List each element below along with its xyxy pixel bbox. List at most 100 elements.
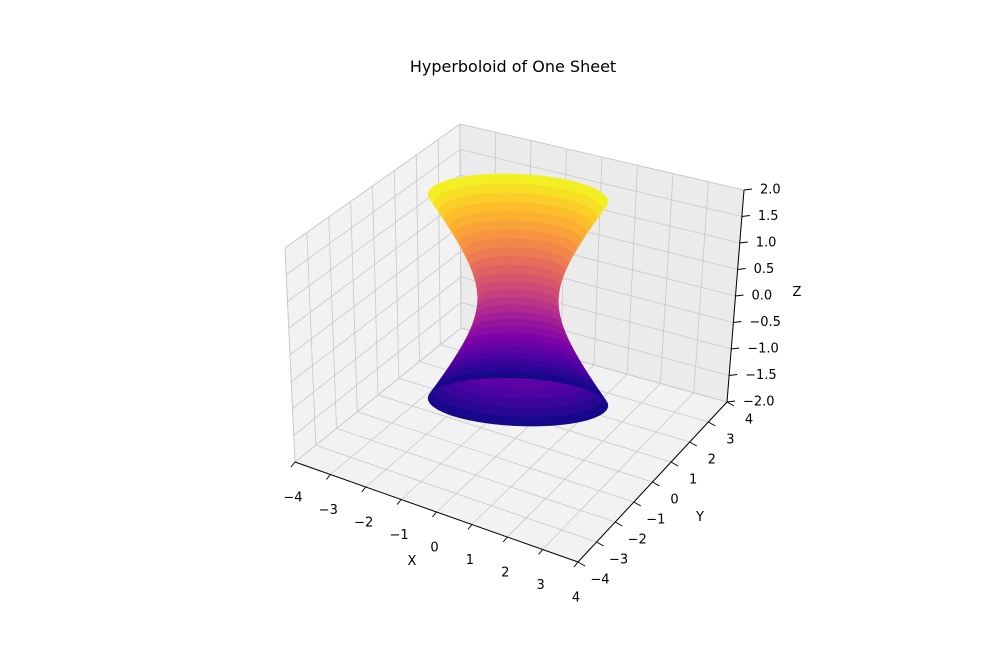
- surface-facet: [514, 388, 525, 399]
- z-gridline-right: [459, 123, 745, 191]
- surface-facet: [513, 304, 521, 313]
- surface-facet: [513, 264, 521, 274]
- z-gridline-left: [292, 276, 461, 409]
- surface-facet: [519, 247, 528, 257]
- x-axis-tick: [432, 511, 437, 518]
- surface-facet: [520, 211, 531, 222]
- surface-facet: [514, 288, 521, 298]
- z-axis-tick-label: 1.5: [758, 209, 779, 224]
- chart-title: Hyperboloid of One Sheet: [410, 57, 616, 76]
- surface-facet: [519, 255, 527, 266]
- z-axis-tick: [737, 268, 746, 270]
- surface-facet: [488, 182, 502, 194]
- y-axis-tick: [689, 441, 697, 447]
- surface-facet: [529, 202, 541, 214]
- surface-facet: [498, 289, 505, 298]
- surface-facet: [529, 290, 536, 299]
- surface-facet: [499, 182, 512, 193]
- z-gridline-left: [293, 302, 462, 436]
- surface-facet: [503, 288, 510, 298]
- y-axis-tick-label: −2: [628, 533, 647, 548]
- x-axis-tick-label: −3: [319, 503, 338, 518]
- z-axis-tick-label: −1.0: [747, 342, 779, 357]
- y-gridline-floor: [336, 428, 616, 523]
- surface-facet: [520, 358, 532, 367]
- surface-facet: [493, 396, 506, 407]
- surface-facet: [525, 416, 538, 427]
- z-gridline-left: [288, 200, 461, 329]
- hyperboloid-surface: [427, 173, 609, 427]
- y-axis-tick: [596, 541, 604, 547]
- surface-facet: [495, 386, 507, 398]
- z-axis-tick: [735, 294, 744, 297]
- x-axis-tick-label: 3: [536, 578, 544, 593]
- surface-facet: [498, 371, 511, 379]
- surface-facet: [514, 296, 520, 305]
- surface-facet: [486, 290, 492, 300]
- z-axis-tick: [731, 347, 740, 350]
- surface-facet: [497, 377, 508, 389]
- surface-facet: [520, 352, 532, 360]
- surface-facet: [524, 297, 531, 306]
- surface-facet: [501, 352, 513, 359]
- z-axis-tick: [726, 400, 736, 403]
- surface-facet: [492, 405, 505, 416]
- surface-facet: [490, 414, 504, 426]
- surface-facet: [511, 351, 522, 360]
- surface-facet: [529, 273, 537, 284]
- surface-facet: [512, 325, 521, 333]
- surface-facet: [514, 379, 525, 390]
- y-axis-tick: [726, 401, 735, 407]
- surface-facet: [513, 416, 527, 427]
- z-gridline-left: [286, 149, 461, 276]
- x-axis-tick: [502, 536, 508, 543]
- y-axis-tick: [633, 501, 642, 507]
- surface-facet: [490, 192, 503, 203]
- surface-facet: [498, 173, 511, 184]
- surface-facet: [532, 372, 546, 381]
- surface-facet: [543, 176, 557, 188]
- surface-facet: [504, 332, 514, 340]
- x-axis-tick: [290, 461, 296, 468]
- surface-facet: [547, 285, 552, 296]
- x-axis-tick-label: −4: [283, 491, 302, 506]
- surface-facet: [486, 173, 500, 184]
- y-axis-tick-label: −1: [646, 513, 665, 528]
- x-axis-tick-label: 2: [501, 566, 509, 581]
- surface-facet: [498, 281, 505, 291]
- surface-facet: [536, 212, 548, 224]
- z-axis-tick: [729, 374, 738, 376]
- surface-facet: [497, 228, 507, 239]
- surface-facet: [513, 255, 521, 266]
- surface-facet: [508, 264, 515, 274]
- surface-facet: [527, 229, 537, 240]
- surface-facet: [524, 273, 531, 283]
- surface-facet: [510, 358, 522, 366]
- surface-facet: [519, 289, 526, 298]
- y-gridline-floor: [357, 411, 634, 503]
- x-axis-tick-label: 4: [572, 591, 580, 606]
- surface-facet: [532, 174, 546, 186]
- z-axis-tick-label: 0.0: [752, 289, 773, 304]
- surface-facet: [502, 264, 510, 274]
- surface-facet: [507, 311, 515, 319]
- y-axis-tick-label: 1: [689, 473, 697, 488]
- surface-facet: [525, 264, 532, 275]
- surface-facet: [520, 229, 529, 240]
- surface-facet: [495, 219, 506, 230]
- surface-facet: [500, 358, 512, 366]
- x-axis-tick: [361, 486, 367, 493]
- surface-facet: [541, 185, 554, 197]
- surface-facet: [512, 237, 521, 248]
- surface-facet: [525, 312, 533, 321]
- surface-facet: [539, 291, 545, 301]
- surface-facet: [524, 407, 537, 417]
- surface-facet: [530, 193, 543, 204]
- surface-facet: [509, 371, 523, 379]
- surface-facet: [505, 378, 516, 389]
- surface-facet: [529, 282, 536, 292]
- surface-facet: [511, 345, 522, 353]
- surface-facet: [524, 398, 536, 408]
- z-axis-tick-label: 0.5: [754, 262, 775, 277]
- surface-facet: [490, 282, 496, 292]
